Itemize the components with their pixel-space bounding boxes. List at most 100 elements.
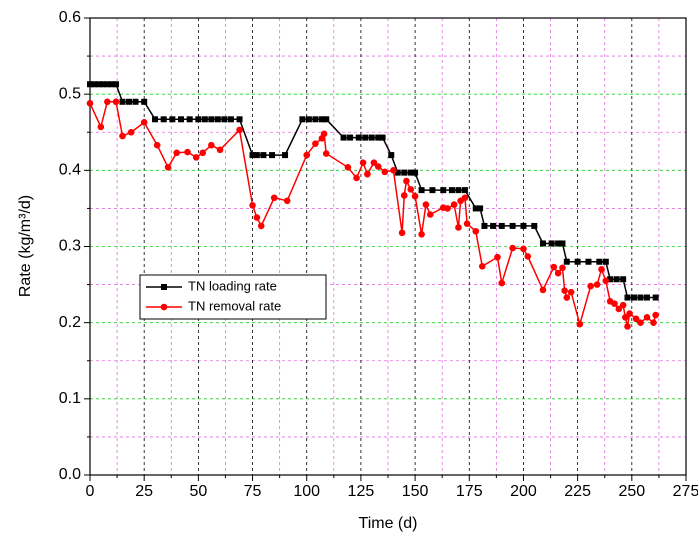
marker [127,128,135,136]
marker [494,253,501,261]
marker [440,187,447,194]
marker [520,222,527,229]
marker [359,159,367,167]
marker [253,152,260,159]
marker [455,224,462,231]
marker [615,305,623,313]
marker [173,149,180,157]
marker [208,141,215,149]
marker [126,98,133,105]
marker [201,116,208,123]
marker [374,163,382,170]
marker [362,134,369,141]
marker [140,119,148,126]
x-tick-label: 50 [189,483,207,500]
y-tick-label: 0.4 [59,162,81,179]
marker [108,81,115,88]
marker [208,116,215,123]
marker [531,222,538,229]
marker [112,98,120,106]
marker [257,222,265,230]
marker [227,116,234,123]
marker [426,211,434,218]
marker [153,141,161,149]
marker [481,222,488,229]
marker [305,116,312,123]
x-tick-label: 25 [135,483,153,500]
marker [249,152,256,159]
marker [353,174,360,182]
data-line [90,83,656,299]
marker [643,314,651,321]
marker [390,167,397,174]
marker [340,134,347,141]
marker [344,163,352,171]
marker [364,170,371,178]
marker [347,134,354,141]
marker [161,284,167,290]
marker [379,134,386,141]
marker [509,222,516,229]
marker [269,152,276,159]
marker [554,269,562,277]
y-tick-label: 0.1 [59,390,81,407]
marker [214,116,221,123]
marker [637,319,644,326]
marker [650,319,657,326]
marker [312,140,319,147]
marker [619,301,627,309]
marker [548,240,555,247]
marker [164,163,172,171]
marker [253,214,261,221]
marker [184,148,191,156]
marker [567,288,575,296]
marker [312,116,319,123]
marker [407,186,415,193]
marker [555,240,562,247]
x-tick-label: 250 [618,483,645,500]
marker [472,205,479,212]
marker [411,192,419,200]
marker [91,81,98,88]
marker [186,116,193,123]
marker [388,152,395,159]
marker [401,169,408,176]
marker [236,116,243,123]
legend-label: TN removal rate [188,298,281,313]
marker [630,294,637,301]
y-tick-label: 0.5 [59,85,81,102]
marker [299,116,306,123]
x-tick-label: 100 [293,483,320,500]
marker [620,276,627,283]
marker [318,116,325,123]
marker [119,98,126,105]
marker [478,263,486,270]
marker [652,294,659,301]
marker [260,152,267,159]
marker [559,264,566,272]
marker [152,116,159,123]
marker [472,227,480,235]
marker [559,240,566,247]
y-tick-label: 0.0 [59,466,81,483]
marker [95,81,102,88]
marker [607,276,614,283]
marker [585,258,592,265]
x-tick-label: 275 [673,483,698,500]
x-tick-label: 225 [564,483,591,500]
marker [626,310,633,317]
marker [323,116,330,123]
marker [141,98,148,105]
marker [221,116,228,123]
marker [429,187,436,194]
marker [303,151,311,159]
marker [370,159,378,167]
marker [418,187,425,194]
marker [418,231,425,238]
marker [509,244,516,252]
marker [498,222,505,229]
marker [561,287,568,294]
marker [587,282,594,290]
marker [195,116,202,123]
